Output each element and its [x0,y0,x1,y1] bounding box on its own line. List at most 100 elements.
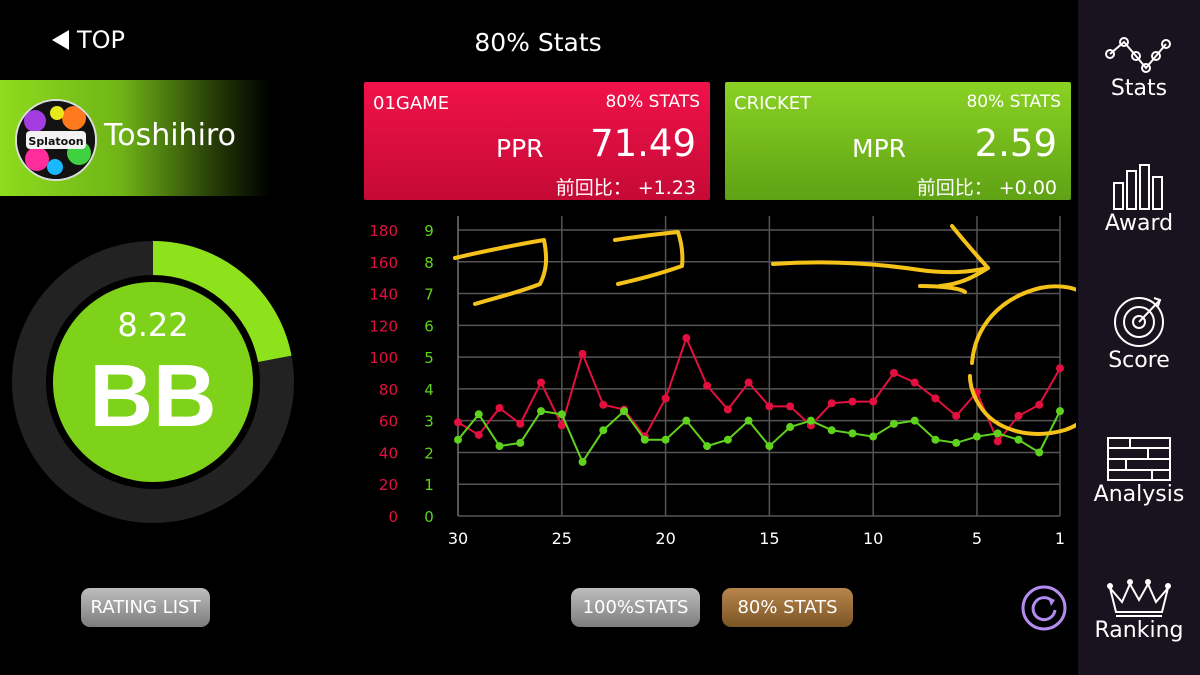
y-tick-left: 120 [369,317,398,335]
card-01game[interactable]: 01GAME 80% STATS PPR 71.49 前回比： +1.23 [364,82,710,200]
avatar-logo-text: Splatoon [28,135,83,148]
data-point-series-0 [578,349,587,358]
data-point-series-1 [806,416,815,425]
data-point-series-1 [744,416,753,425]
delta-value: +0.00 [998,177,1057,199]
splatoon-logo-icon: Splatoon [17,101,95,179]
refresh-arrowhead [1048,597,1055,606]
y-tick-left: 40 [379,444,398,462]
data-point-series-1 [765,442,774,451]
data-point-series-0 [952,411,961,420]
rating-value: 8.22 [117,306,189,344]
sidebar-item-ranking[interactable]: Ranking [1078,576,1200,643]
sidebar-item-label: Stats [1110,76,1168,101]
refresh-button[interactable] [1021,585,1067,631]
data-point-series-1 [848,429,857,438]
data-point-series-0 [661,394,670,403]
sidebar-item-stats[interactable]: Stats [1078,34,1200,101]
data-point-series-0 [889,369,898,377]
data-point-series-1 [537,407,546,416]
data-point-series-1 [723,435,732,444]
data-point-series-0 [557,421,566,430]
y-tick-right: 7 [424,286,434,304]
rating-class: BB [89,346,217,445]
data-point-series-1 [557,410,566,419]
data-point-series-0 [744,378,753,387]
handwritten-annotation [613,230,685,286]
avatar[interactable]: Splatoon [15,99,97,181]
data-point-series-0 [516,419,525,428]
mpr-label: MPR [852,134,907,163]
x-tick-label: 5 [972,529,982,548]
sidebar-item-label: Analysis [1093,482,1185,507]
data-point-series-1 [474,410,483,419]
card-badge: 80% STATS [966,92,1061,112]
analysis-icon [1107,437,1171,481]
data-point-series-1 [869,432,878,441]
data-point-series-0 [537,378,546,387]
data-point-series-1 [578,457,587,466]
y-tick-right: 8 [424,254,434,272]
refresh-outline [1021,585,1067,631]
y-tick-left: 60 [379,413,398,431]
data-point-series-0 [1014,411,1023,420]
sidebar-item-award[interactable]: Award [1078,163,1200,236]
handwritten-annotation [771,224,990,294]
sidebar-item-label: Ranking [1094,618,1184,643]
data-point-series-1 [661,435,670,444]
top-back-button[interactable]: TOP [52,26,125,54]
card-title: CRICKET [734,93,812,114]
ppr-value: 71.49 [590,122,696,165]
data-point-series-0 [474,430,483,439]
player-name: Toshihiro [104,118,236,153]
card-badge: 80% STATS [605,92,700,112]
x-tick-label: 10 [863,529,883,548]
stats-100-button[interactable]: 100%STATS [571,588,700,627]
y-tick-right: 9 [424,222,434,240]
data-point-series-1 [1014,435,1023,444]
y-tick-left: 160 [369,254,398,272]
handwritten-annotation [968,284,1076,436]
y-tick-left: 0 [388,508,398,526]
y-tick-right: 5 [424,349,434,367]
sidebar-item-analysis[interactable]: Analysis [1078,436,1200,507]
delta-label: 前回比： [916,177,993,199]
data-point-series-1 [1056,407,1064,416]
page-title: 80% Stats [474,28,602,57]
data-point-series-1 [516,438,525,447]
back-label: TOP [77,26,126,54]
data-point-series-1 [703,442,712,451]
data-point-series-0 [786,402,795,411]
y-tick-right: 4 [424,381,434,399]
data-point-series-0 [827,399,836,408]
data-point-series-0 [765,402,774,411]
y-tick-left: 140 [369,286,398,304]
award-icon [1113,164,1163,210]
x-tick-label: 30 [448,529,468,548]
y-tick-right: 3 [424,413,434,431]
handwritten-annotation [453,238,549,306]
y-tick-right: 0 [424,508,434,526]
data-point-series-0 [723,405,732,414]
data-point-series-0 [1035,400,1044,409]
rating-list-button[interactable]: RATING LIST [81,588,210,627]
data-point-series-0 [869,397,878,406]
x-tick-label: 1 [1055,529,1065,548]
data-point-series-1 [620,407,629,416]
data-point-series-1 [931,435,940,444]
data-point-series-0 [495,403,504,412]
data-point-series-1 [910,416,919,425]
x-tick-label: 25 [552,529,572,548]
data-point-series-1 [827,426,836,435]
data-point-series-1 [1035,448,1044,457]
data-point-series-0 [454,418,462,427]
data-point-series-1 [993,429,1002,438]
ppr-label: PPR [496,134,544,163]
sidebar-item-score[interactable]: Score [1078,292,1200,373]
crown-icon [1107,579,1171,617]
data-point-series-1 [640,435,649,444]
sidebar-item-label: Award [1104,211,1174,236]
card-cricket[interactable]: CRICKET 80% STATS MPR 2.59 前回比： +0.00 [725,82,1071,200]
stats-80-button[interactable]: 80% STATS [722,588,853,627]
data-point-series-1 [454,435,462,444]
